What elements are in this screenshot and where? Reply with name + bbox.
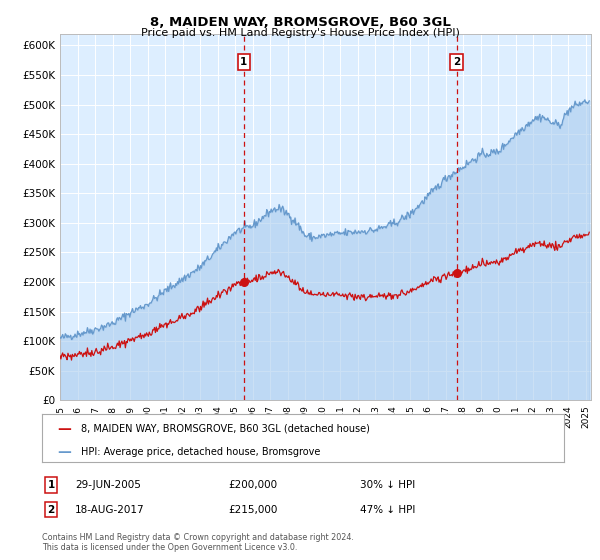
Text: Contains HM Land Registry data © Crown copyright and database right 2024.: Contains HM Land Registry data © Crown c…	[42, 533, 354, 542]
Text: This data is licensed under the Open Government Licence v3.0.: This data is licensed under the Open Gov…	[42, 543, 298, 552]
Text: —: —	[57, 422, 71, 436]
Text: 2: 2	[453, 57, 460, 67]
Text: 29-JUN-2005: 29-JUN-2005	[75, 480, 141, 490]
Text: 30% ↓ HPI: 30% ↓ HPI	[360, 480, 415, 490]
Text: HPI: Average price, detached house, Bromsgrove: HPI: Average price, detached house, Brom…	[81, 446, 320, 456]
Text: 18-AUG-2017: 18-AUG-2017	[75, 505, 145, 515]
Text: —: —	[57, 445, 71, 459]
Text: 1: 1	[47, 480, 55, 490]
Text: £215,000: £215,000	[228, 505, 277, 515]
Text: 47% ↓ HPI: 47% ↓ HPI	[360, 505, 415, 515]
Text: £200,000: £200,000	[228, 480, 277, 490]
Text: 1: 1	[240, 57, 247, 67]
Text: Price paid vs. HM Land Registry's House Price Index (HPI): Price paid vs. HM Land Registry's House …	[140, 28, 460, 38]
Text: 8, MAIDEN WAY, BROMSGROVE, B60 3GL: 8, MAIDEN WAY, BROMSGROVE, B60 3GL	[149, 16, 451, 29]
Text: 2: 2	[47, 505, 55, 515]
Text: 8, MAIDEN WAY, BROMSGROVE, B60 3GL (detached house): 8, MAIDEN WAY, BROMSGROVE, B60 3GL (deta…	[81, 424, 370, 433]
